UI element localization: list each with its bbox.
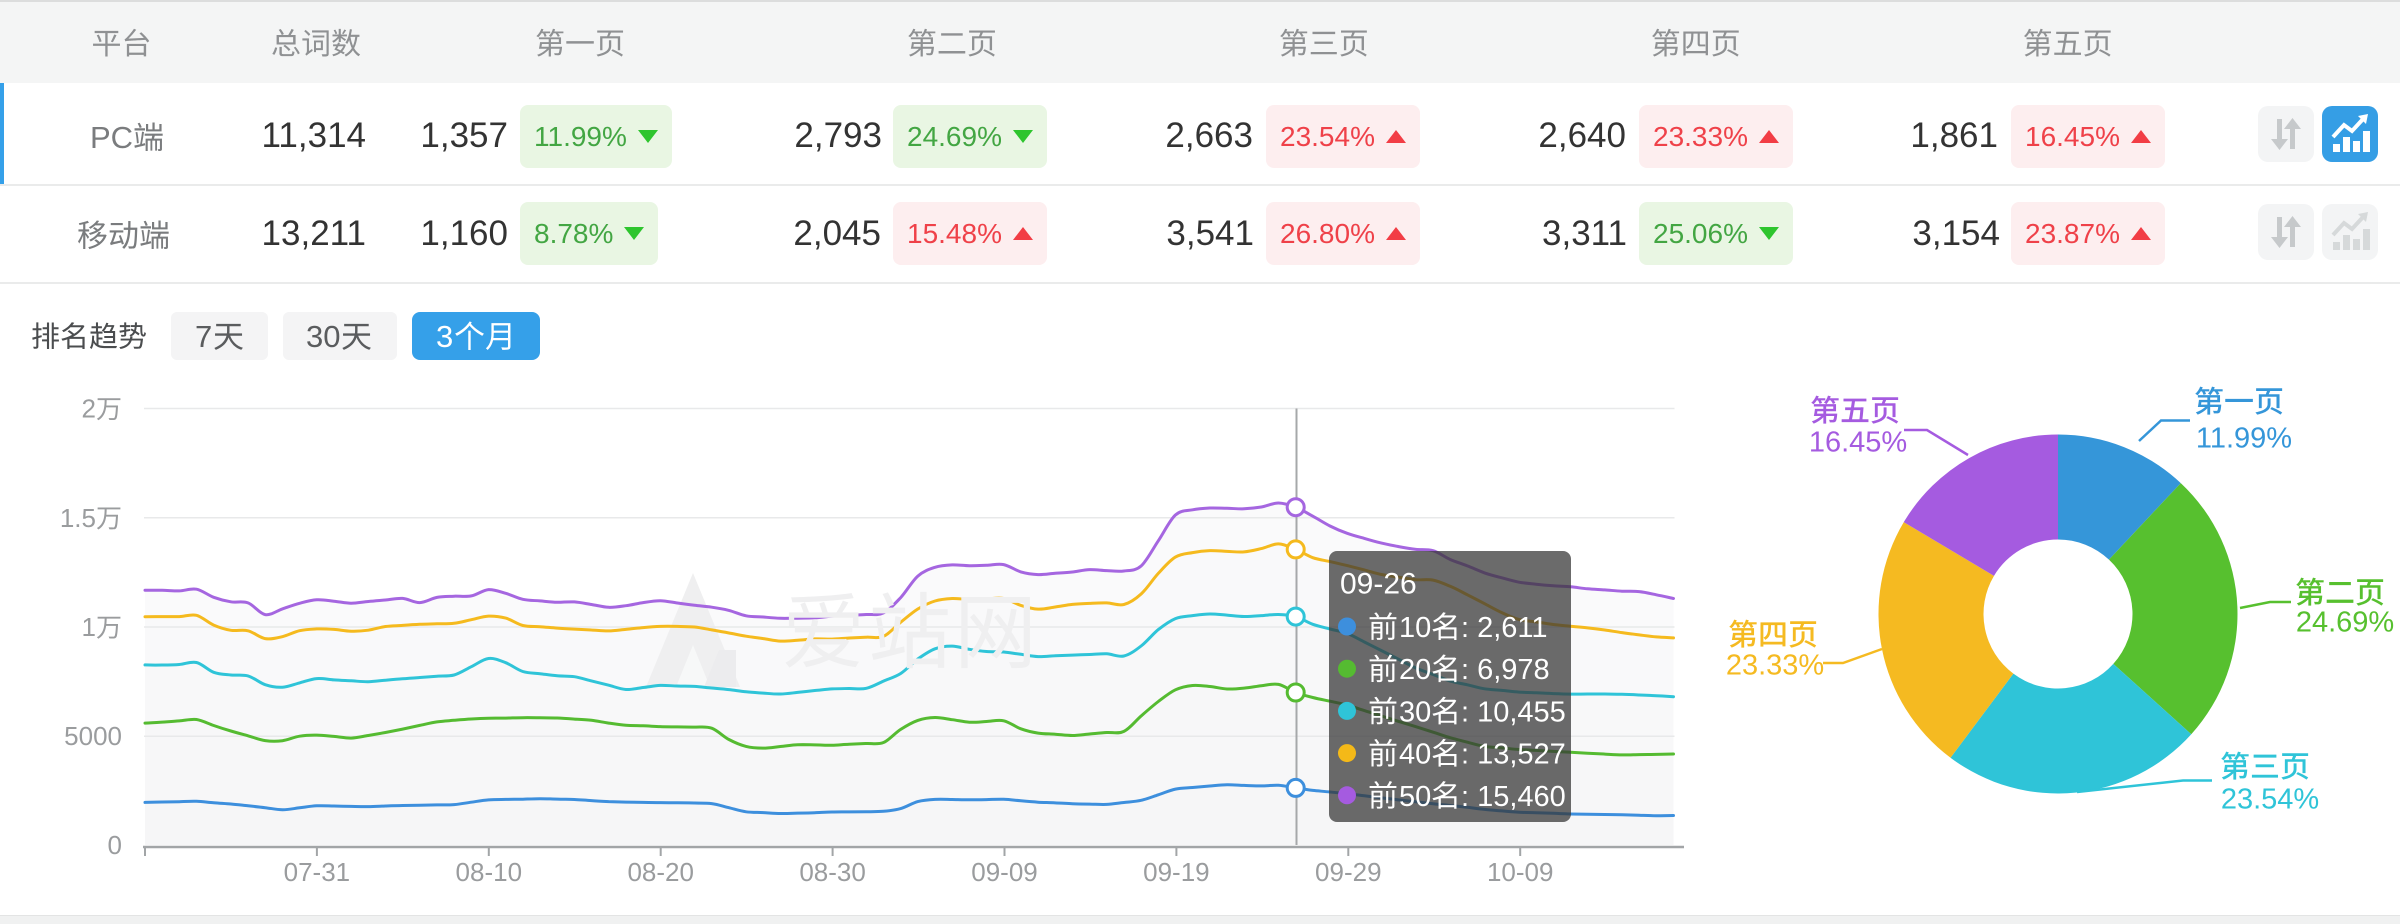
svg-text:: 2,611: : 2,611 bbox=[1461, 612, 1548, 644]
svg-text:09-19: 09-19 bbox=[1143, 857, 1210, 887]
svg-text:08-10: 08-10 bbox=[456, 857, 523, 887]
svg-text:40: 40 bbox=[1399, 739, 1431, 771]
svg-text:23.33%: 23.33% bbox=[1726, 650, 1824, 682]
svg-text:10-09: 10-09 bbox=[1487, 857, 1554, 887]
svg-text:24.69%: 24.69% bbox=[2296, 607, 2394, 639]
svg-text:16.45%: 16.45% bbox=[1809, 427, 1907, 459]
svg-text:3: 3 bbox=[436, 319, 453, 354]
svg-text:: 6,978: : 6,978 bbox=[1461, 654, 1550, 686]
svg-text:1.5: 1.5 bbox=[60, 503, 96, 533]
svg-text:10: 10 bbox=[1399, 612, 1431, 644]
svg-text:09-26: 09-26 bbox=[1340, 568, 1417, 601]
svg-text:20: 20 bbox=[1399, 654, 1431, 686]
svg-text:: 10,455: : 10,455 bbox=[1461, 696, 1566, 728]
svg-text:PC: PC bbox=[90, 120, 133, 155]
svg-text:2: 2 bbox=[82, 394, 96, 424]
svg-text:5000: 5000 bbox=[64, 721, 122, 751]
svg-text:08-30: 08-30 bbox=[799, 857, 866, 887]
svg-text:08-20: 08-20 bbox=[627, 857, 694, 887]
svg-text:: 15,460: : 15,460 bbox=[1461, 781, 1566, 813]
svg-text:30: 30 bbox=[306, 319, 340, 354]
svg-text:07-31: 07-31 bbox=[284, 857, 351, 887]
svg-text:: 13,527: : 13,527 bbox=[1461, 739, 1566, 771]
svg-text:50: 50 bbox=[1399, 781, 1431, 813]
svg-text:09-29: 09-29 bbox=[1315, 857, 1382, 887]
svg-text:30: 30 bbox=[1399, 696, 1431, 728]
svg-text:11.99%: 11.99% bbox=[2196, 423, 2292, 455]
svg-text:09-09: 09-09 bbox=[971, 857, 1038, 887]
svg-text:0: 0 bbox=[108, 830, 122, 860]
svg-text:1: 1 bbox=[82, 612, 96, 642]
svg-text:7: 7 bbox=[195, 319, 212, 354]
svg-text:23.54%: 23.54% bbox=[2221, 784, 2319, 816]
